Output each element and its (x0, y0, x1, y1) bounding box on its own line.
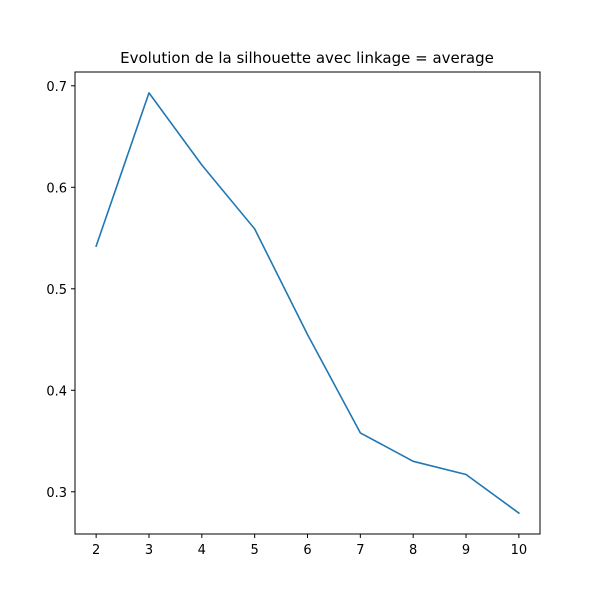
y-tick-label: 0.7 (46, 80, 67, 95)
data-point (412, 461, 414, 463)
data-point (148, 92, 150, 94)
data-point (465, 474, 467, 476)
x-tick-label: 4 (198, 543, 206, 558)
plot-area (74, 71, 541, 535)
x-tick-label: 10 (511, 543, 528, 558)
y-tick-label: 0.4 (46, 384, 67, 399)
y-tick-label: 0.5 (46, 283, 67, 298)
data-point (307, 334, 309, 336)
y-tick-label: 0.6 (46, 181, 67, 196)
data-point (201, 164, 203, 166)
data-point (360, 432, 362, 434)
y-axis: 0.3 0.4 0.5 0.6 0.7 (46, 80, 75, 501)
x-tick-label: 8 (409, 543, 417, 558)
x-tick-label: 3 (145, 543, 153, 558)
x-tick-label: 7 (356, 543, 364, 558)
x-tick-label: 6 (303, 543, 311, 558)
series-line-0 (95, 92, 520, 515)
data-point (254, 228, 256, 230)
data-point (518, 512, 520, 514)
x-tick-label: 5 (251, 543, 259, 558)
x-tick-label: 2 (92, 543, 100, 558)
x-tick-label: 9 (462, 543, 470, 558)
y-tick-label: 0.3 (46, 486, 67, 501)
chart-title: Evolution de la silhouette avec linkage … (120, 49, 494, 67)
x-axis: 2 3 4 5 6 7 8 9 10 (92, 534, 527, 558)
series-layer (95, 92, 520, 515)
data-point (95, 245, 97, 247)
